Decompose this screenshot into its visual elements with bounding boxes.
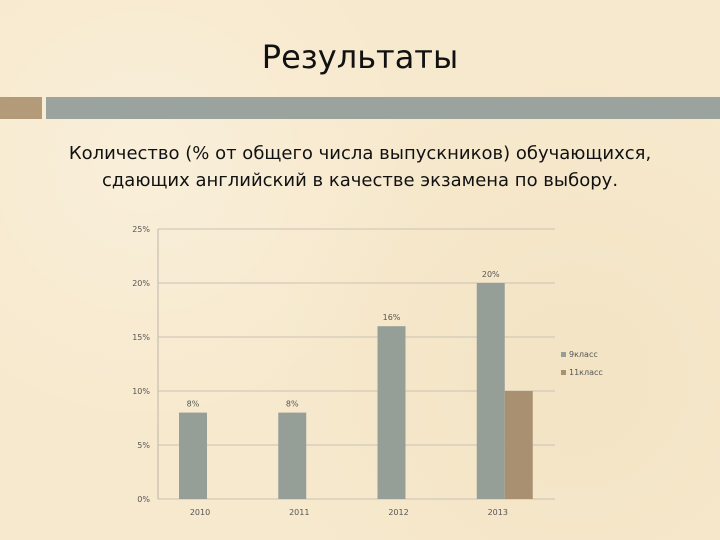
bar-9класс-2012: [377, 326, 406, 499]
data-label: 16%: [383, 313, 401, 322]
bar-9класс-2011: [278, 412, 307, 499]
chart-bars: [179, 283, 533, 499]
y-tick-label: 20%: [132, 279, 150, 288]
slide-subtitle: Количество (% от общего числа выпускнико…: [10, 140, 710, 194]
bar-9класс-2013: [476, 283, 505, 499]
chart-y-tick-labels: 0% 5% 10% 15% 20% 25%: [132, 225, 150, 504]
bar-11класс-2013: [504, 391, 533, 499]
data-label: 8%: [187, 400, 200, 409]
legend-label: 11класс: [569, 368, 603, 377]
x-tick-label: 2013: [488, 508, 508, 517]
y-tick-label: 15%: [132, 333, 150, 342]
subtitle-line-1: Количество (% от общего числа выпускнико…: [68, 143, 652, 164]
decorative-bar-left: [0, 97, 42, 119]
y-tick-label: 5%: [137, 441, 150, 450]
slide-title: Результаты: [261, 38, 459, 76]
chart-x-tick-labels: 2010 2011 2012 2013: [190, 508, 508, 517]
legend-swatch: [561, 352, 566, 357]
data-label: 20%: [482, 270, 500, 279]
x-tick-label: 2012: [388, 508, 408, 517]
y-tick-label: 0%: [137, 495, 150, 504]
y-tick-label: 10%: [132, 387, 150, 396]
decorative-bar-right: [46, 97, 720, 119]
data-label: 8%: [286, 400, 299, 409]
x-tick-label: 2011: [289, 508, 309, 517]
bar-9класс-2010: [179, 412, 207, 499]
legend-swatch: [561, 370, 566, 375]
chart-data-labels: 8% 8% 16% 20%: [187, 270, 500, 409]
subtitle-line-2: сдающих английский в качестве экзамена п…: [101, 170, 619, 191]
chart-legend: 9класс 11класс: [561, 350, 603, 377]
x-tick-label: 2010: [190, 508, 210, 517]
y-tick-label: 25%: [132, 225, 150, 234]
legend-label: 9класс: [569, 350, 598, 359]
